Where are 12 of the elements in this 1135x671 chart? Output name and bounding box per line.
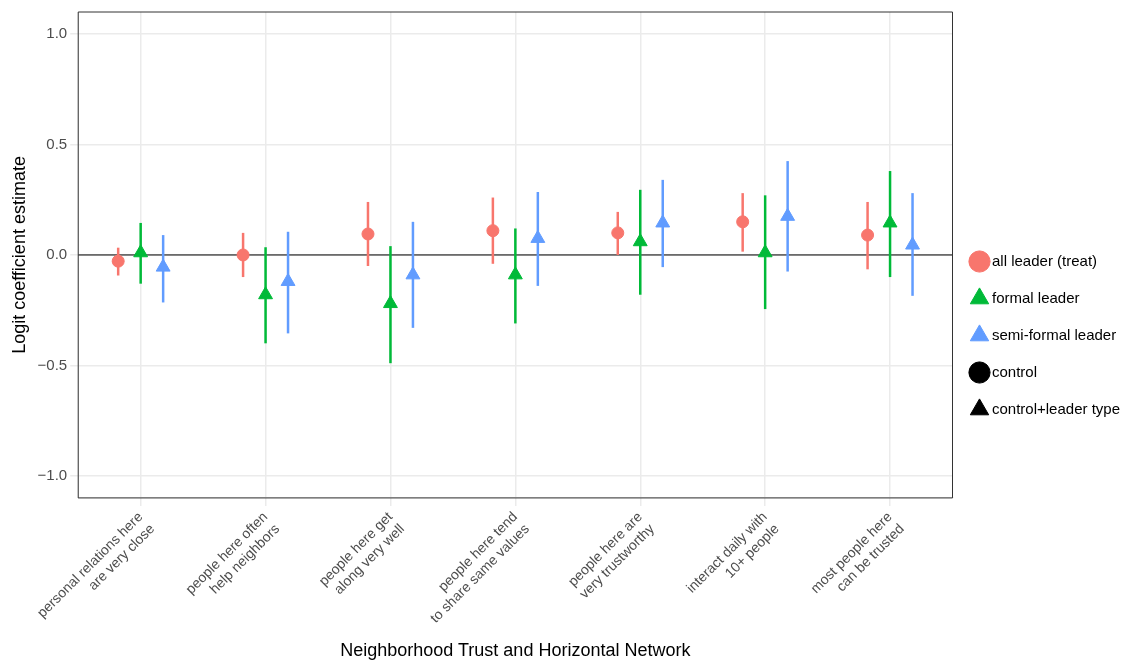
y-tick-label: −0.5: [37, 355, 68, 373]
legend-label: control+leader type: [992, 399, 1120, 417]
y-tick-label: 0.5: [46, 134, 68, 152]
legend-label: formal leader: [992, 288, 1080, 306]
y-tick-label: 1.0: [46, 24, 68, 42]
y-axis-title: Logit coefficient estimate: [8, 156, 29, 354]
legend-label: semi-formal leader: [992, 325, 1117, 343]
x-axis-title: Neighborhood Trust and Horizontal Network: [340, 640, 692, 661]
legend-label: control: [992, 362, 1038, 380]
y-tick-label: 0.0: [46, 245, 68, 263]
y-tick-label: −1.0: [37, 465, 68, 483]
legend-label: all leader (treat): [992, 251, 1098, 269]
